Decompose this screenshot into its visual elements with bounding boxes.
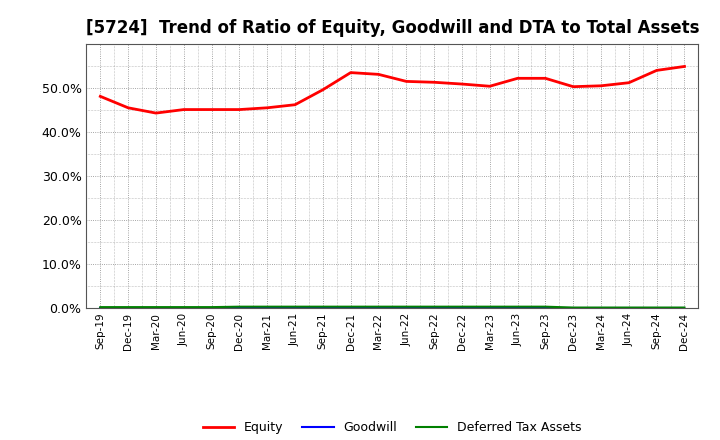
Equity [458, 81, 467, 87]
Line: Equity: Equity [100, 66, 685, 113]
Goodwill [152, 305, 161, 311]
Deferred Tax Assets [513, 304, 522, 309]
Equity [402, 79, 410, 84]
Equity [96, 94, 104, 99]
Deferred Tax Assets [263, 304, 271, 309]
Deferred Tax Assets [597, 305, 606, 310]
Equity [374, 72, 383, 77]
Deferred Tax Assets [179, 304, 188, 310]
Goodwill [458, 305, 467, 311]
Goodwill [346, 305, 355, 311]
Goodwill [402, 305, 410, 311]
Equity [152, 110, 161, 116]
Deferred Tax Assets [124, 304, 132, 310]
Goodwill [179, 305, 188, 311]
Goodwill [318, 305, 327, 311]
Goodwill [513, 305, 522, 311]
Equity [179, 107, 188, 112]
Deferred Tax Assets [569, 305, 577, 310]
Deferred Tax Assets [291, 304, 300, 309]
Deferred Tax Assets [346, 304, 355, 309]
Equity [485, 84, 494, 89]
Deferred Tax Assets [458, 304, 467, 309]
Deferred Tax Assets [541, 304, 550, 309]
Deferred Tax Assets [318, 304, 327, 309]
Deferred Tax Assets [652, 305, 661, 310]
Deferred Tax Assets [207, 304, 216, 310]
Equity [346, 70, 355, 75]
Goodwill [597, 305, 606, 311]
Deferred Tax Assets [374, 304, 383, 309]
Deferred Tax Assets [96, 304, 104, 310]
Goodwill [652, 305, 661, 311]
Goodwill [430, 305, 438, 311]
Equity [652, 68, 661, 73]
Equity [318, 87, 327, 92]
Line: Deferred Tax Assets: Deferred Tax Assets [100, 307, 685, 308]
Goodwill [207, 305, 216, 311]
Title: [5724]  Trend of Ratio of Equity, Goodwill and DTA to Total Assets: [5724] Trend of Ratio of Equity, Goodwil… [86, 19, 699, 37]
Equity [624, 80, 633, 85]
Goodwill [235, 305, 243, 311]
Equity [430, 80, 438, 85]
Goodwill [96, 305, 104, 311]
Equity [207, 107, 216, 112]
Goodwill [374, 305, 383, 311]
Deferred Tax Assets [152, 304, 161, 310]
Equity [569, 84, 577, 89]
Goodwill [124, 305, 132, 311]
Equity [541, 76, 550, 81]
Deferred Tax Assets [485, 304, 494, 309]
Equity [124, 105, 132, 110]
Equity [235, 107, 243, 112]
Deferred Tax Assets [235, 304, 243, 309]
Deferred Tax Assets [624, 305, 633, 310]
Legend: Equity, Goodwill, Deferred Tax Assets: Equity, Goodwill, Deferred Tax Assets [198, 416, 587, 439]
Equity [291, 102, 300, 107]
Goodwill [624, 305, 633, 311]
Equity [263, 105, 271, 110]
Equity [513, 76, 522, 81]
Goodwill [569, 305, 577, 311]
Equity [597, 83, 606, 88]
Goodwill [485, 305, 494, 311]
Goodwill [263, 305, 271, 311]
Goodwill [680, 305, 689, 311]
Goodwill [291, 305, 300, 311]
Deferred Tax Assets [402, 304, 410, 309]
Deferred Tax Assets [680, 305, 689, 310]
Deferred Tax Assets [430, 304, 438, 309]
Equity [680, 64, 689, 69]
Goodwill [541, 305, 550, 311]
